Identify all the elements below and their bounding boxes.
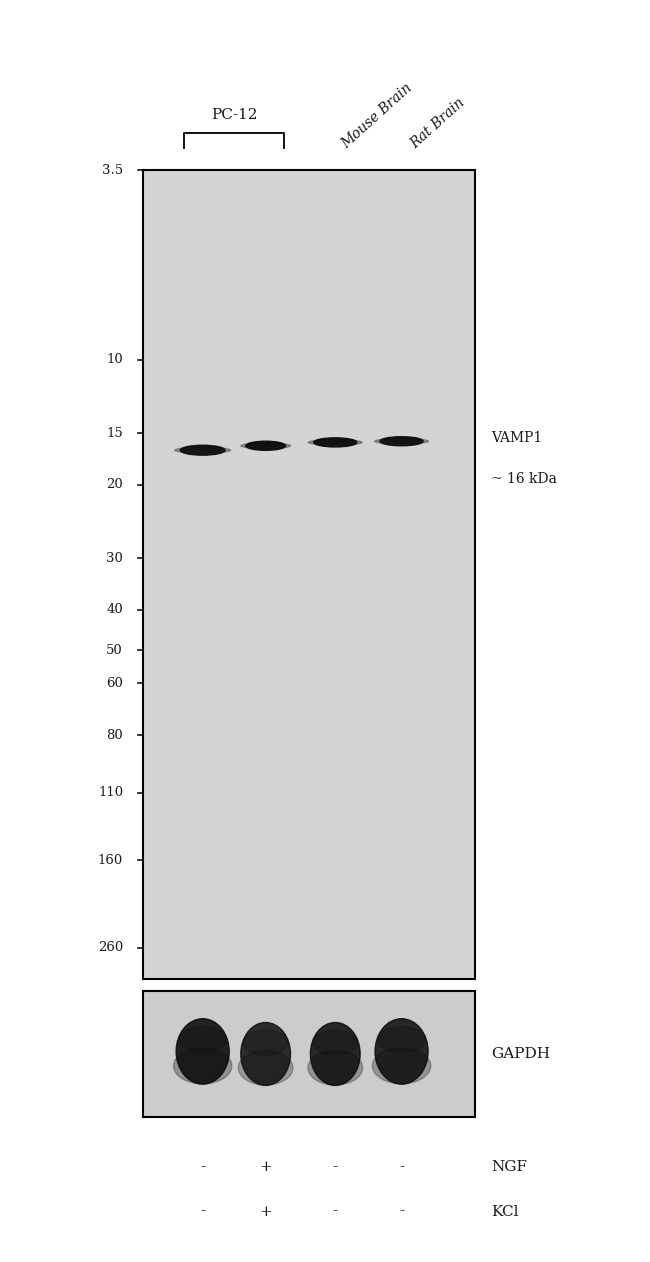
Ellipse shape: [378, 1026, 426, 1053]
Ellipse shape: [246, 442, 285, 451]
Ellipse shape: [243, 1030, 288, 1055]
Text: -: -: [399, 1204, 404, 1219]
Text: 20: 20: [107, 478, 123, 491]
Text: -: -: [200, 1160, 205, 1175]
Ellipse shape: [240, 1022, 291, 1085]
Text: -: -: [399, 1160, 404, 1175]
Ellipse shape: [372, 1047, 431, 1084]
Ellipse shape: [375, 1018, 428, 1084]
Text: 110: 110: [98, 786, 123, 799]
Text: 40: 40: [107, 603, 123, 617]
Text: 160: 160: [98, 853, 123, 867]
Ellipse shape: [176, 1018, 229, 1084]
Text: GAPDH: GAPDH: [491, 1047, 550, 1061]
Text: 260: 260: [98, 941, 123, 954]
Ellipse shape: [380, 437, 423, 445]
Ellipse shape: [314, 438, 357, 447]
Text: -: -: [200, 1204, 205, 1219]
Text: -: -: [333, 1160, 338, 1175]
Ellipse shape: [179, 1026, 227, 1053]
Text: 10: 10: [107, 353, 123, 366]
Text: 50: 50: [107, 644, 123, 656]
Ellipse shape: [384, 438, 420, 442]
Text: -: -: [333, 1204, 338, 1219]
Ellipse shape: [311, 1022, 360, 1085]
Text: 3.5: 3.5: [102, 164, 123, 177]
Ellipse shape: [313, 1030, 358, 1055]
Text: ~ 16 kDa: ~ 16 kDa: [491, 472, 556, 486]
Ellipse shape: [249, 442, 283, 447]
Ellipse shape: [374, 438, 428, 444]
Text: VAMP1: VAMP1: [491, 430, 542, 444]
Text: PC-12: PC-12: [211, 109, 257, 122]
Text: Rat Brain: Rat Brain: [408, 96, 468, 151]
Text: 80: 80: [107, 728, 123, 742]
Text: NGF: NGF: [491, 1160, 526, 1175]
Text: +: +: [259, 1204, 272, 1219]
Text: +: +: [259, 1160, 272, 1175]
Ellipse shape: [240, 443, 291, 448]
Ellipse shape: [180, 445, 225, 456]
Text: 60: 60: [106, 676, 123, 689]
Ellipse shape: [239, 1050, 293, 1085]
Ellipse shape: [184, 447, 222, 452]
Ellipse shape: [308, 1050, 363, 1085]
Text: KCl: KCl: [491, 1204, 518, 1219]
Ellipse shape: [174, 1047, 232, 1084]
Ellipse shape: [175, 447, 231, 453]
Ellipse shape: [317, 439, 354, 443]
Text: 30: 30: [106, 551, 123, 564]
Text: 15: 15: [107, 427, 123, 439]
Ellipse shape: [308, 439, 362, 445]
Text: Mouse Brain: Mouse Brain: [339, 81, 415, 151]
